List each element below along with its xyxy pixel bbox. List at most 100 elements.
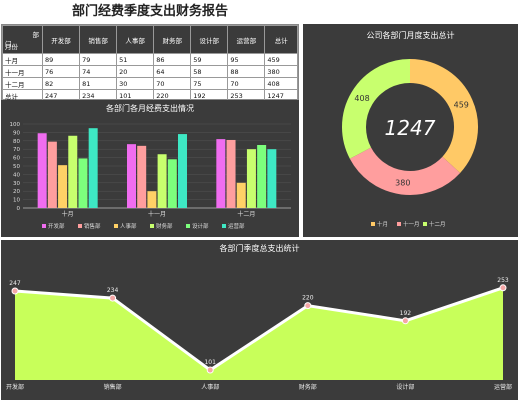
bar [147, 191, 157, 208]
legend-label: 财务部 [156, 222, 173, 230]
bar [257, 145, 267, 208]
corner-top-label: 部 [32, 31, 40, 39]
x-tick-label: 运营部 [494, 383, 512, 391]
expense-table: 部 门 月份 开发部 销售部 人事部 财务部 设计部 运营部 总计 十月 89 … [2, 25, 298, 102]
table-cell: 64 [153, 65, 192, 78]
data-label: 101 [204, 359, 216, 366]
area-chart-title: 各部门季度总支出统计 [219, 244, 300, 253]
table-cell: 51 [116, 53, 155, 66]
bar [127, 144, 136, 208]
table-row: 十月 89 79 51 86 59 95 459 [2, 53, 298, 66]
table-cell: 380 [264, 65, 298, 78]
donut-center-total: 1247 [385, 116, 436, 140]
table-cell: 95 [227, 53, 266, 66]
area-chart: 247 开发部 234 销售部 101 人事部 220 财务部 192 设计部 253 运营部 [6, 277, 512, 391]
row-label: 十一月 [2, 65, 43, 78]
bar [178, 134, 187, 208]
column-header: 运营部 [227, 25, 266, 54]
bar [236, 182, 246, 208]
page-title: 部门经费季度支出财务报告 [71, 4, 228, 19]
legend-swatch [222, 224, 226, 228]
x-tick-label: 十二月 [237, 210, 255, 218]
legend-swatch [423, 222, 427, 226]
table-cell: 89 [41, 53, 81, 66]
table-cell: 408 [264, 77, 298, 90]
data-label: 220 [302, 295, 314, 302]
x-tick-label: 设计部 [396, 383, 414, 391]
table-cell: 86 [153, 53, 192, 66]
data-point [304, 302, 312, 310]
table-row: 十二月 82 81 30 70 75 70 408 [2, 77, 298, 90]
data-label: 253 [497, 277, 509, 284]
legend-swatch [78, 224, 82, 228]
data-point [206, 366, 214, 374]
table-header-row: 部 门 月份 开发部 销售部 人事部 财务部 设计部 运营部 总计 [2, 25, 298, 54]
data-point [499, 284, 507, 292]
legend-swatch [42, 224, 46, 228]
table-cell: 81 [79, 77, 118, 90]
legend-swatch [186, 224, 190, 228]
x-tick-label: 人事部 [201, 383, 219, 391]
bar [58, 165, 68, 208]
legend-label: 十二月 [429, 220, 446, 228]
x-tick-label: 销售部 [104, 383, 122, 391]
y-tick-label: 10 [13, 198, 20, 204]
corner-bottom-label: 月份 [5, 43, 18, 51]
y-tick-label: 50 [13, 164, 20, 170]
bar [78, 158, 88, 208]
column-header: 人事部 [116, 25, 155, 54]
donut-chart-panel: 公司各部门月度支出总计 459 380 408 1247 十月 十一月 十二月 [303, 24, 518, 237]
bar [226, 139, 236, 208]
slice-value-label: 380 [395, 179, 410, 188]
data-point [11, 287, 19, 295]
y-tick-label: 100 [10, 122, 21, 128]
table-corner-cell: 部 门 月份 [2, 25, 43, 54]
bar [246, 149, 256, 208]
area-fill [15, 287, 503, 380]
x-tick-label: 开发部 [6, 383, 24, 391]
table-cell: 75 [190, 77, 229, 90]
y-tick-label: 0 [17, 206, 21, 212]
bar [216, 139, 226, 208]
row-label: 十二月 [2, 77, 43, 90]
legend-label: 开发部 [48, 222, 65, 230]
donut-chart: 459 380 408 1247 十月 十一月 十二月 [342, 59, 478, 228]
corner-mid-label: 门 [5, 40, 12, 48]
donut-slice [349, 147, 461, 195]
y-tick-label: 90 [13, 130, 20, 136]
donut-slice [409, 59, 478, 173]
data-label: 247 [9, 280, 21, 287]
y-tick-label: 20 [13, 189, 20, 195]
bar [157, 154, 167, 208]
legend-swatch [397, 222, 401, 226]
table-cell: 58 [190, 65, 229, 78]
table-cell: 59 [190, 53, 229, 66]
legend-swatch [114, 224, 118, 228]
column-header: 销售部 [79, 25, 118, 54]
legend-label: 十月 [377, 220, 388, 228]
bar [88, 128, 98, 208]
row-label: 十月 [2, 53, 43, 66]
slice-value-label: 408 [354, 94, 369, 103]
table-cell: 74 [79, 65, 118, 78]
slice-value-label: 459 [454, 100, 469, 109]
data-label: 234 [107, 287, 119, 294]
data-table-panel: 部 门 月份 开发部 销售部 人事部 财务部 设计部 运营部 总计 十月 89 … [1, 24, 299, 102]
bar [68, 135, 78, 208]
y-tick-label: 40 [13, 172, 20, 178]
legend-label: 设计部 [192, 222, 209, 230]
data-point [401, 317, 409, 325]
table-cell: 88 [227, 65, 266, 78]
y-tick-label: 60 [13, 156, 20, 162]
data-label: 192 [400, 310, 412, 317]
column-header: 总计 [264, 25, 298, 54]
bar-chart-panel: 各部门各月经费支出情况 0 10 20 30 40 50 60 70 80 90 100 十月 十一月 十… [1, 100, 299, 237]
x-tick-label: 十月 [62, 210, 74, 218]
legend-label: 销售部 [84, 222, 101, 230]
table-cell: 79 [79, 53, 118, 66]
legend-swatch [371, 222, 375, 226]
table-cell: 459 [264, 53, 298, 66]
legend-label: 人事部 [120, 222, 137, 230]
donut-slice [342, 59, 411, 159]
